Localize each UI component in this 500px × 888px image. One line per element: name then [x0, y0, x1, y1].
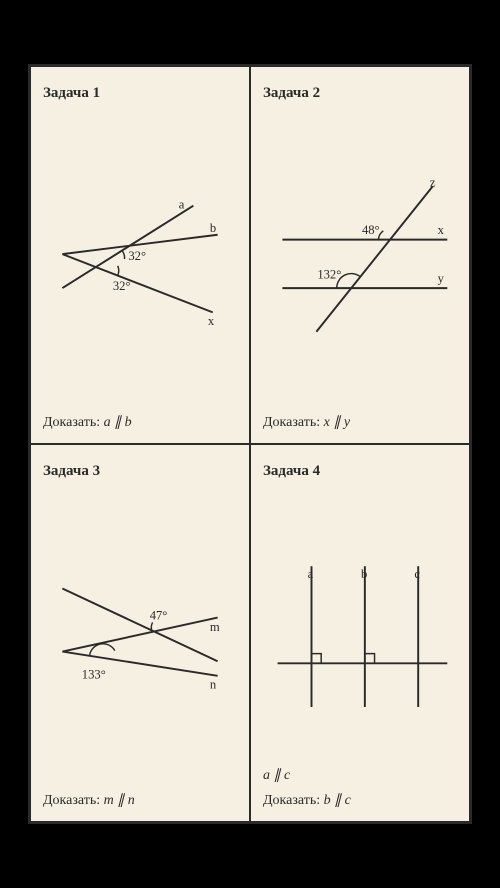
label-b: b: [361, 567, 367, 581]
problem-2-cell: Задача 2 48° 132° z x y Доказать: x ∥ y: [250, 66, 470, 444]
label-n: n: [210, 677, 217, 691]
problem-1-prove: Доказать: a ∥ b: [43, 414, 237, 431]
label-x: x: [208, 314, 215, 328]
problem-4-cell: Задача 4 a b c a ∥ c Доказать: b ∥ c: [250, 444, 470, 822]
problem-1-title: Задача 1: [43, 85, 237, 102]
prove-expr: m ∥ n: [104, 793, 135, 808]
perp-mark-b: [365, 654, 375, 664]
transversal: [62, 589, 217, 662]
prove-prefix: Доказать:: [43, 415, 104, 430]
problem-2-diagram: 48° 132° z x y: [263, 112, 457, 406]
problem-4-prove: Доказать: b ∥ c: [263, 792, 457, 809]
label-c: c: [414, 567, 420, 581]
problem-2-title: Задача 2: [263, 85, 457, 102]
prove-expr: b ∥ c: [324, 793, 351, 808]
angle-bottom-label: 32°: [113, 279, 131, 293]
angle-bottom-label: 132°: [317, 267, 341, 281]
label-b: b: [210, 221, 216, 235]
line-z: [316, 186, 432, 332]
problem-4-title: Задача 4: [263, 463, 457, 480]
label-a: a: [179, 198, 185, 212]
problem-3-cell: Задача 3 47° 133° m n Доказать: m ∥ n: [30, 444, 250, 822]
prove-prefix: Доказать:: [263, 793, 324, 808]
prove-expr: a ∥ b: [104, 415, 132, 430]
problem-2-prove: Доказать: x ∥ y: [263, 414, 457, 431]
perp-mark-a: [312, 654, 322, 664]
label-x: x: [438, 223, 445, 237]
label-z: z: [430, 175, 436, 189]
line-m: [62, 618, 217, 652]
problem-1-cell: Задача 1 32° 32° a b x Доказать: a ∥ b: [30, 66, 250, 444]
worksheet-page: Задача 1 32° 32° a b x Доказать: a ∥ b З…: [28, 64, 472, 824]
arc-top: [123, 251, 125, 259]
angle-top-label: 48°: [362, 223, 380, 237]
arc-top: [151, 622, 152, 630]
angle-top-label: 32°: [128, 249, 146, 263]
problem-4-diagram: a b c: [263, 490, 457, 759]
prove-prefix: Доказать:: [263, 415, 324, 430]
label-y: y: [438, 271, 445, 285]
prove-expr: x ∥ y: [324, 415, 350, 430]
problem-3-title: Задача 3: [43, 463, 237, 480]
arc-bottom: [118, 266, 119, 276]
problem-3-prove: Доказать: m ∥ n: [43, 792, 237, 809]
problem-1-diagram: 32° 32° a b x: [43, 112, 237, 406]
label-a: a: [308, 567, 314, 581]
label-m: m: [210, 620, 220, 634]
problem-3-diagram: 47° 133° m n: [43, 490, 237, 784]
angle-bottom-label: 133°: [82, 668, 106, 682]
given-expr: a ∥ c: [263, 768, 290, 783]
prove-prefix: Доказать:: [43, 793, 104, 808]
problem-4-given: a ∥ c: [263, 767, 457, 784]
angle-top-label: 47°: [150, 609, 168, 623]
